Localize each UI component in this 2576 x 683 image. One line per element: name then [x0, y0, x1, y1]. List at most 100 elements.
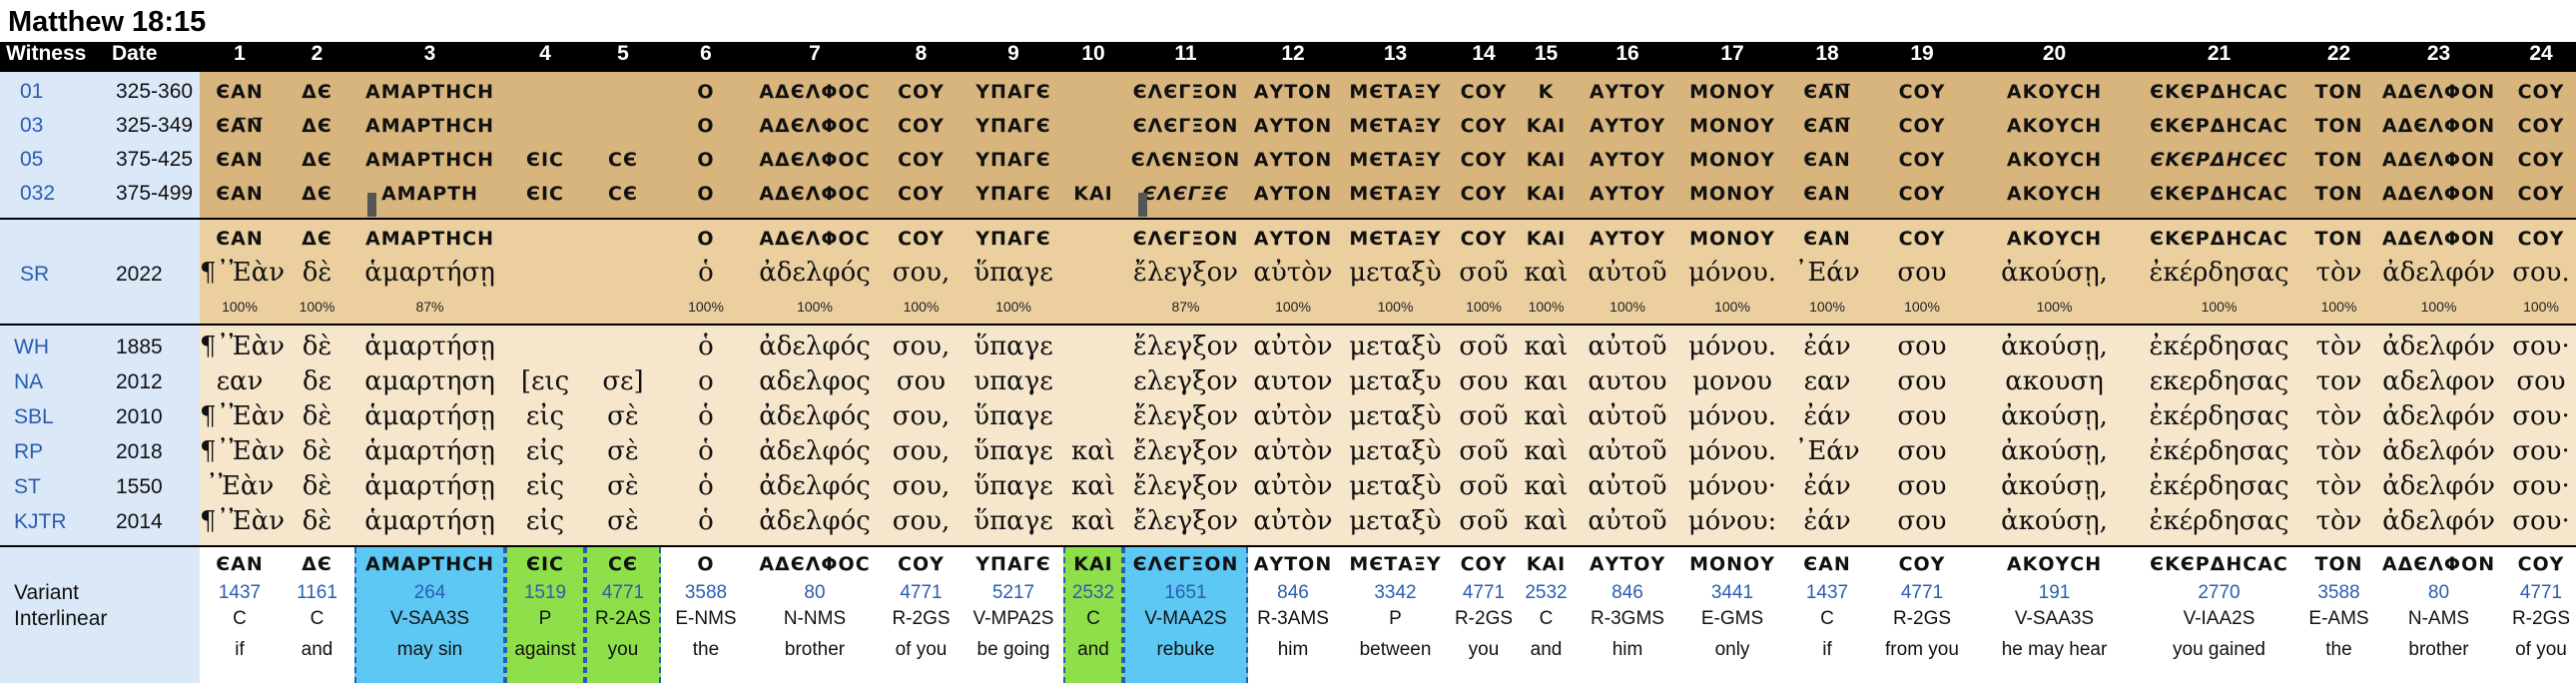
witness-link[interactable]: NA: [14, 370, 44, 393]
column-header-number: 7: [809, 42, 821, 65]
sr-greek-word: αὐτοῦ: [1588, 258, 1667, 288]
strongs-link[interactable]: 3342: [1374, 582, 1417, 603]
strongs-link[interactable]: 1437: [218, 582, 262, 603]
strongs-link[interactable]: 191: [2038, 582, 2071, 603]
strongs-link[interactable]: 1519: [523, 582, 567, 603]
edition-word: δὲ: [302, 332, 332, 361]
strongs-link[interactable]: 5217: [991, 582, 1035, 603]
sr-uncial-word: ΑΚΟΥϹΗ: [2006, 228, 2103, 250]
manuscript-word: ΑΔЄΛΦΟΝ: [2381, 149, 2496, 171]
strongs-link[interactable]: 2770: [2198, 582, 2241, 603]
column-header-number: 4: [539, 42, 551, 65]
strongs-link[interactable]: 3441: [1710, 582, 1754, 603]
manuscript-word: ЄΚЄΡΔΗϹΑϹ: [2150, 183, 2288, 205]
header-bar: [0, 42, 2576, 72]
edition-word: ἁμαρτήσῃ: [364, 332, 495, 361]
strongs-link[interactable]: 4771: [601, 582, 645, 603]
manuscript-word: ΜЄΤΑΞΥ: [1349, 183, 1442, 205]
manuscript-word: ΑΜΑΡΤΗϹΗ: [365, 81, 494, 103]
manuscript-word: ΑΥΤΟΝ: [1253, 81, 1333, 103]
witness-link[interactable]: RP: [14, 440, 44, 463]
strongs-link[interactable]: 3588: [684, 582, 728, 603]
strongs-link[interactable]: 4771: [900, 582, 943, 603]
edition-word: ἀδελφός: [759, 471, 871, 501]
sr-uncial-word: ΔЄ: [302, 228, 332, 250]
witness-link[interactable]: 03: [20, 114, 44, 137]
strongs-link[interactable]: 2532: [1525, 582, 1568, 603]
strongs-link[interactable]: 1651: [1164, 582, 1207, 603]
interlinear-uncial-word: ΑΔЄΛΦΟϹ: [759, 553, 871, 575]
strongs-link[interactable]: 1437: [1805, 582, 1849, 603]
english-gloss: rebuke: [1156, 639, 1215, 660]
strongs-link[interactable]: 2532: [1071, 582, 1115, 603]
morph-code: R-3AMS: [1257, 608, 1329, 629]
strongs-link[interactable]: 264: [413, 582, 446, 603]
edition-word: εαν: [1803, 366, 1851, 396]
manuscript-word: ЄΛЄΓΞЄ: [1142, 183, 1229, 205]
variant-highlight: [505, 547, 585, 683]
strongs-link[interactable]: 80: [2427, 582, 2450, 603]
witness-link[interactable]: 05: [20, 148, 44, 171]
column-header-number: 16: [1615, 42, 1639, 65]
strongs-link[interactable]: 4771: [1900, 582, 1944, 603]
edition-word: σὲ: [607, 436, 639, 466]
strongs-link[interactable]: 1161: [297, 582, 337, 603]
edition-word: σοῦ: [1459, 436, 1509, 466]
edition-word: ¶᾿Ἐὰν: [200, 436, 286, 466]
sr-uncial-word: ЄΚЄΡΔΗϹΑϹ: [2150, 228, 2288, 250]
manuscript-word: ϹΟΥ: [898, 115, 945, 137]
strongs-link[interactable]: 846: [1277, 582, 1309, 603]
strongs-link[interactable]: 4771: [1462, 582, 1506, 603]
edition-word: καὶ: [1524, 332, 1569, 361]
sr-percent: 100%: [1528, 299, 1565, 315]
interlinear-uncial-word: ЄΛЄΓΞΟΝ: [1132, 553, 1239, 575]
manuscripts-band: [0, 72, 2576, 218]
strongs-link[interactable]: 80: [804, 582, 826, 603]
witness-date: 1885: [116, 336, 163, 358]
witness-link[interactable]: SR: [20, 263, 50, 286]
witness-link[interactable]: KJTR: [14, 510, 67, 533]
edition-word: σοῦ: [1459, 471, 1509, 501]
morph-code: R-2GS: [1892, 608, 1952, 629]
edition-word: εἰς: [525, 436, 565, 466]
edition-word: σὲ: [607, 506, 639, 536]
edition-word: αδελφος: [759, 366, 871, 396]
edition-word: δὲ: [302, 471, 332, 501]
manuscript-word: ΑΥΤΟΥ: [1589, 183, 1666, 205]
sr-percent: 100%: [903, 299, 940, 315]
witness-link[interactable]: 01: [20, 80, 44, 103]
divider: [0, 324, 2576, 326]
witness-link[interactable]: ST: [14, 475, 41, 498]
witness-link[interactable]: 032: [20, 182, 56, 205]
edition-word: δὲ: [302, 401, 332, 431]
manuscript-word: ΚΑΙ: [1526, 149, 1567, 171]
edition-word: εαν: [216, 366, 264, 396]
manuscript-word: ΥΠΑΓЄ: [975, 115, 1051, 137]
witness-link[interactable]: SBL: [14, 405, 54, 428]
column-header-number: 14: [1472, 42, 1496, 65]
witness-link[interactable]: WH: [14, 336, 49, 358]
edition-word: σου: [1459, 366, 1509, 396]
manuscript-word: ΜΟΝΟΥ: [1689, 149, 1775, 171]
column-header-number: 11: [1174, 42, 1197, 65]
edition-word: ὁ: [698, 506, 714, 536]
manuscript-word: ΜЄΤΑΞΥ: [1349, 115, 1442, 137]
column-header-number: 18: [1815, 42, 1839, 65]
edition-word: ἀδελφός: [759, 436, 871, 466]
strongs-link[interactable]: 846: [1611, 582, 1643, 603]
strongs-link[interactable]: 3588: [2317, 582, 2360, 603]
edition-word: τὸν: [2315, 506, 2362, 536]
edition-word: καὶ: [1524, 436, 1569, 466]
manuscript-word: ΜΟΝΟΥ: [1689, 115, 1775, 137]
strongs-link[interactable]: 4771: [2519, 582, 2563, 603]
edition-word: ελεγξον: [1133, 366, 1238, 396]
sr-greek-word: ¶᾿Ἐὰν: [200, 258, 286, 288]
morph-code: E-AMS: [2308, 608, 2369, 629]
sr-percent: 100%: [1809, 299, 1845, 315]
sr-percent: 100%: [1275, 299, 1311, 315]
sr-greek-word: σου.: [2512, 258, 2570, 288]
interlinear-uncial-word: ЄΑΝ: [216, 553, 264, 575]
edition-word: ἀκούσῃ,: [2001, 332, 2108, 361]
column-header-number: 23: [2426, 42, 2451, 65]
